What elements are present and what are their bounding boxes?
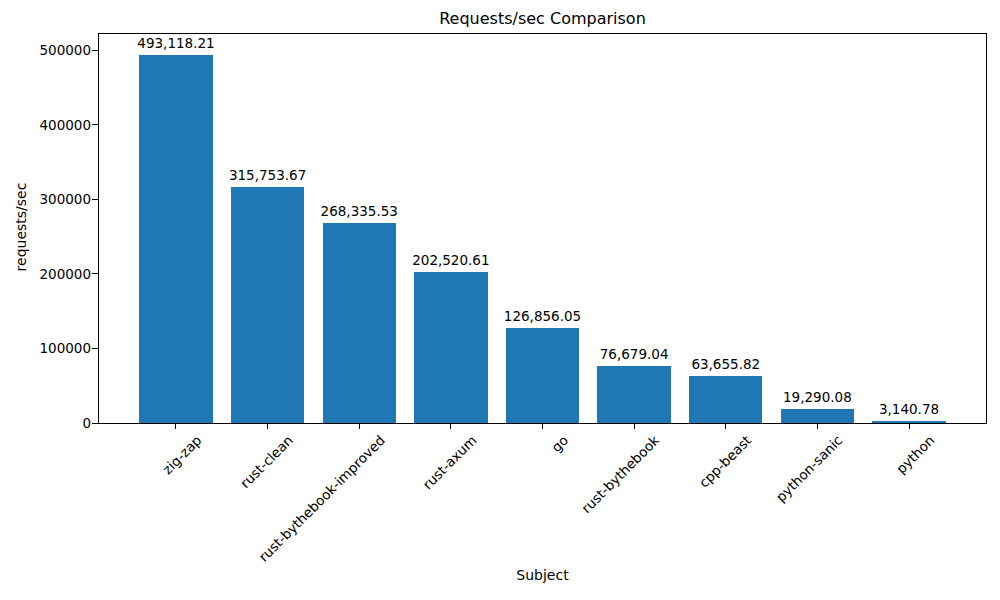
- bar-value-label: 493,118.21: [137, 35, 214, 51]
- y-tick-mark: [92, 273, 98, 274]
- plot-area: 0100000200000300000400000500000493,118.2…: [98, 33, 987, 424]
- bar-value-label: 268,335.53: [321, 203, 398, 219]
- x-tick-mark: [359, 423, 360, 429]
- y-tick-mark: [92, 50, 98, 51]
- x-tick-label-rust-clean: rust-clean: [237, 432, 296, 491]
- bar-value-label: 3,140.78: [879, 401, 939, 417]
- x-tick-label-zig-zap: zig-zap: [159, 432, 204, 477]
- y-tick-label: 0: [82, 415, 91, 431]
- x-tick-label-go: go: [548, 432, 571, 455]
- y-axis-label: requests/sec: [13, 183, 29, 272]
- x-tick-label-cpp-beast: cpp-beast: [695, 432, 754, 491]
- bar-chart-figure: Requests/sec Comparison requests/sec 010…: [0, 0, 1000, 600]
- x-tick-label-python: python: [893, 432, 938, 477]
- x-tick-mark: [634, 423, 635, 429]
- y-tick-label: 400000: [39, 117, 91, 133]
- bar-value-label: 63,655.82: [691, 356, 760, 372]
- y-tick-mark: [92, 348, 98, 349]
- bar-value-label: 19,290.08: [783, 389, 852, 405]
- bar-rust-bythebook: [597, 366, 670, 423]
- x-tick-mark: [175, 423, 176, 429]
- y-tick-mark: [92, 124, 98, 125]
- x-tick-mark: [542, 423, 543, 429]
- x-tick-mark: [909, 423, 910, 429]
- bar-rust-clean: [231, 187, 304, 423]
- x-tick-mark: [817, 423, 818, 429]
- x-tick-mark: [450, 423, 451, 429]
- x-axis-label: Subject: [98, 567, 987, 583]
- x-tick-label-python-sanic: python-sanic: [773, 432, 846, 505]
- bar-zig-zap: [139, 55, 212, 423]
- x-tick-label-rust-bythebook: rust-bythebook: [578, 432, 662, 516]
- y-tick-label: 200000: [39, 266, 91, 282]
- bar-rust-bythebook-improved: [323, 223, 396, 423]
- x-tick-mark: [725, 423, 726, 429]
- x-tick-label-rust-axum: rust-axum: [419, 432, 479, 492]
- bar-value-label: 315,753.67: [229, 167, 306, 183]
- bar-go: [506, 328, 579, 423]
- y-tick-label: 300000: [39, 191, 91, 207]
- x-tick-mark: [267, 423, 268, 429]
- bar-rust-axum: [414, 272, 487, 423]
- y-tick-label: 500000: [39, 42, 91, 58]
- bar-value-label: 202,520.61: [412, 252, 489, 268]
- bar-value-label: 76,679.04: [600, 346, 669, 362]
- bar-cpp-beast: [689, 376, 762, 423]
- bar-python-sanic: [781, 409, 854, 423]
- y-tick-mark: [92, 199, 98, 200]
- bar-value-label: 126,856.05: [504, 308, 581, 324]
- y-tick-mark: [92, 423, 98, 424]
- chart-title: Requests/sec Comparison: [98, 9, 987, 28]
- y-tick-label: 100000: [39, 340, 91, 356]
